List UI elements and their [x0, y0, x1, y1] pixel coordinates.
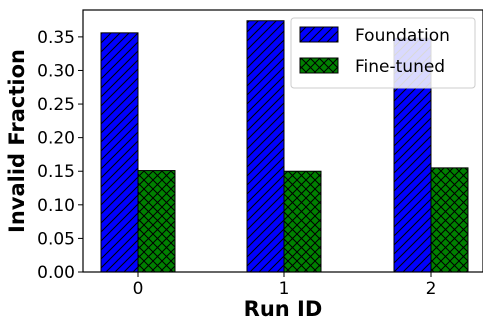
plot-frame: [82, 9, 483, 273]
y-tick-label: 0.05: [37, 229, 75, 249]
y-tick-label: 0.35: [37, 28, 75, 48]
legend-label-fine-tuned: Fine-tuned: [355, 57, 445, 77]
y-tick-label: 0.00: [37, 263, 75, 283]
legend-label-foundation: Foundation: [355, 26, 450, 46]
y-tick-label: 0.15: [37, 162, 75, 182]
y-tick-label: 0.20: [37, 129, 75, 149]
y-tick-label: 0.30: [37, 61, 75, 81]
bar-foundation-run-1: [246, 20, 285, 273]
legend-swatch-foundation: [299, 26, 339, 43]
bar-fine-tuned-run-1: [283, 170, 322, 273]
bar-foundation-run-0: [100, 32, 139, 273]
x-tick-label: 1: [279, 279, 290, 299]
x-axis-title: Run ID: [244, 297, 323, 320]
legend: Foundation Fine-tuned: [290, 17, 476, 89]
bar-fine-tuned-run-0: [137, 170, 176, 273]
y-tick-label: 0.25: [37, 95, 75, 115]
y-axis-ticks: 0.00 0.05 0.10 0.15 0.20 0.25 0.30 0.35: [37, 28, 83, 283]
x-axis-ticks: 0 1 2: [133, 272, 437, 299]
y-axis-title: Invalid Fraction: [5, 49, 29, 233]
x-tick-label: 2: [426, 279, 437, 299]
bar-fine-tuned-run-2: [430, 167, 469, 273]
x-tick-label: 0: [133, 279, 144, 299]
y-tick-label: 0.10: [37, 196, 75, 216]
legend-swatch-fine-tuned: [299, 57, 339, 74]
